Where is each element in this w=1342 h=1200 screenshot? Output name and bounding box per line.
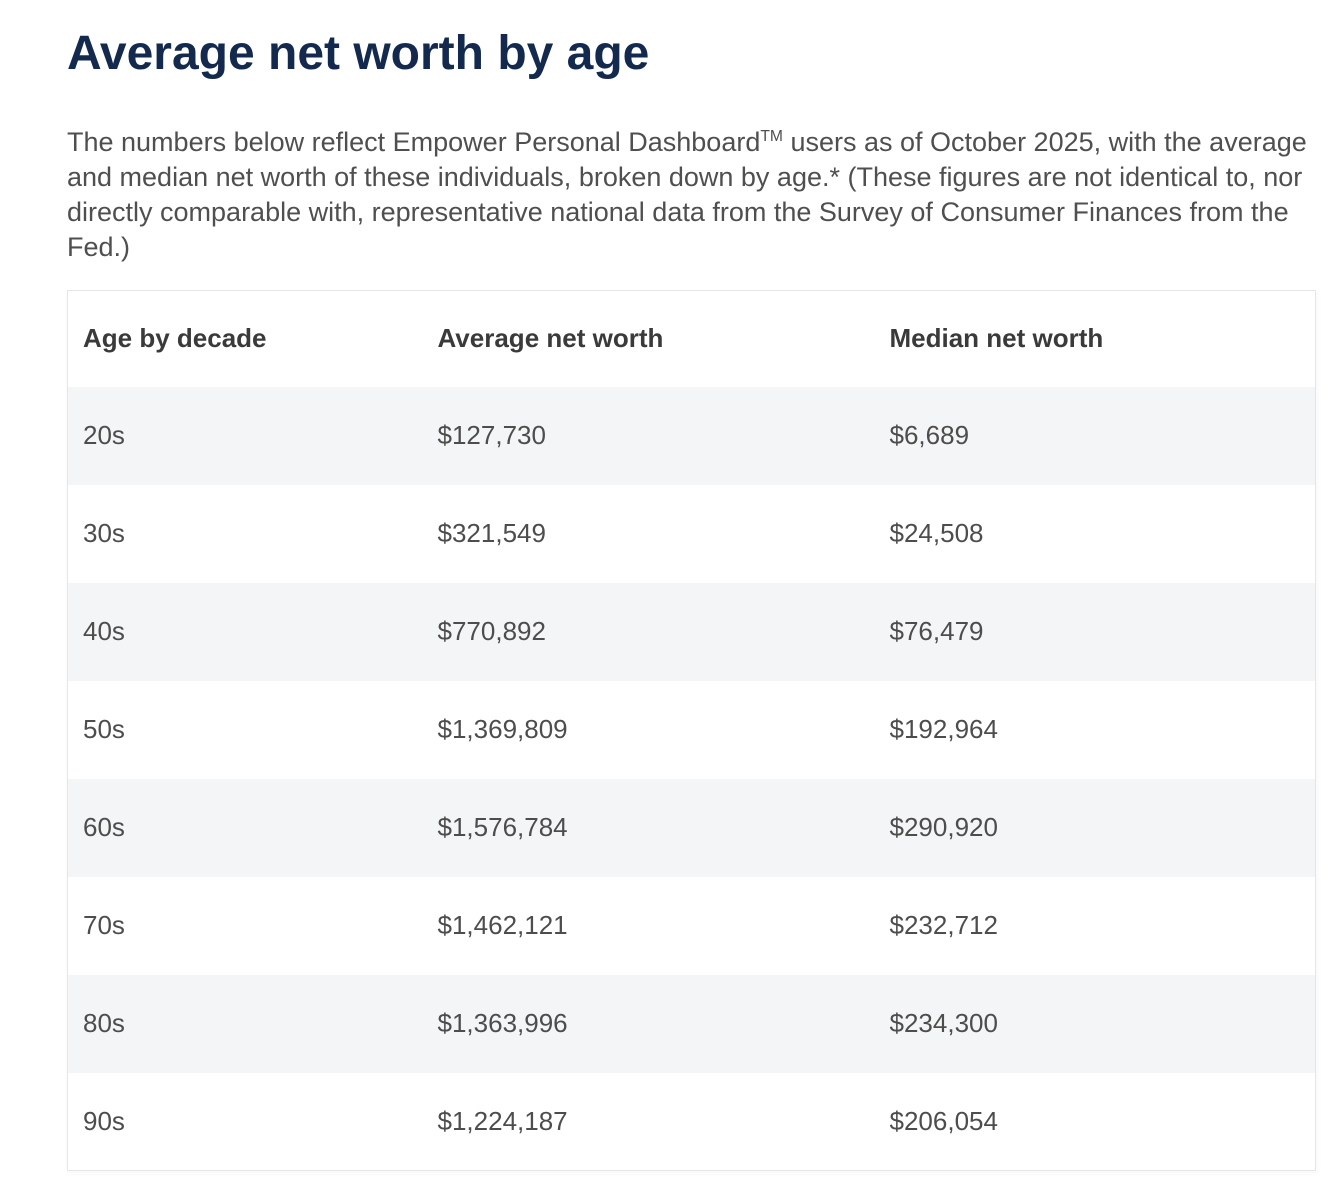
average-net-worth-cell: $1,363,996 (437, 1008, 568, 1039)
intro-paragraph: The numbers below reflect Empower Person… (67, 125, 1316, 265)
age-cell: 30s (83, 518, 125, 549)
median-net-worth-cell: $234,300 (889, 1008, 998, 1039)
median-net-worth-cell: $24,508 (889, 518, 984, 549)
average-net-worth-cell: $321,549 (437, 518, 546, 549)
age-cell: 60s (83, 812, 125, 843)
table-body: 20s $127,730 $6,689 30s $321,549 $24,508 40s $7… (67, 386, 1316, 1171)
age-cell: 90s (83, 1105, 125, 1136)
average-net-worth-cell: $1,462,121 (437, 910, 568, 941)
table-row: 20s $127,730 $6,689 (67, 386, 1316, 485)
median-net-worth-cell: $76,479 (889, 616, 984, 647)
age-cell: 40s (83, 616, 125, 647)
table-row: 90s $1,224,187 $206,054 (67, 1072, 1316, 1171)
table-header-row: Age by decade Average net worth Median n… (67, 290, 1316, 387)
age-cell: 20s (83, 420, 125, 451)
age-cell: 80s (83, 1008, 125, 1039)
table-row: 30s $321,549 $24,508 (67, 484, 1316, 583)
intro-text-after-trademark: users as of October 2025, with the avera… (67, 127, 1307, 263)
column-header-age-by-decade: Age by decade (67, 290, 423, 387)
average-net-worth-cell: $1,576,784 (437, 812, 568, 843)
net-worth-table: Age by decade Average net worth Median n… (67, 290, 1316, 1172)
median-net-worth-cell: $290,920 (889, 812, 998, 843)
median-net-worth-cell: $232,712 (889, 910, 998, 941)
table-row: 60s $1,576,784 $290,920 (67, 778, 1316, 877)
average-net-worth-cell: $1,369,809 (437, 714, 568, 745)
column-header-average-net-worth: Average net worth (422, 290, 875, 387)
table-row: 50s $1,369,809 $192,964 (67, 680, 1316, 779)
page-title: Average net worth by age (67, 27, 650, 80)
average-net-worth-cell: $127,730 (437, 420, 546, 451)
trademark-superscript: TM (760, 128, 783, 146)
median-net-worth-cell: $6,689 (889, 420, 970, 451)
median-net-worth-cell: $192,964 (889, 714, 998, 745)
table-row: 70s $1,462,121 $232,712 (67, 876, 1316, 975)
average-net-worth-cell: $1,224,187 (437, 1105, 568, 1136)
median-net-worth-cell: $206,054 (889, 1105, 998, 1136)
age-cell: 70s (83, 910, 125, 941)
intro-text-before-trademark: The numbers below reflect Empower Person… (67, 127, 761, 158)
column-header-median-net-worth: Median net worth (874, 290, 1316, 387)
table-row: 80s $1,363,996 $234,300 (67, 974, 1316, 1073)
table-row: 40s $770,892 $76,479 (67, 582, 1316, 681)
age-cell: 50s (83, 714, 125, 745)
average-net-worth-cell: $770,892 (437, 616, 546, 647)
